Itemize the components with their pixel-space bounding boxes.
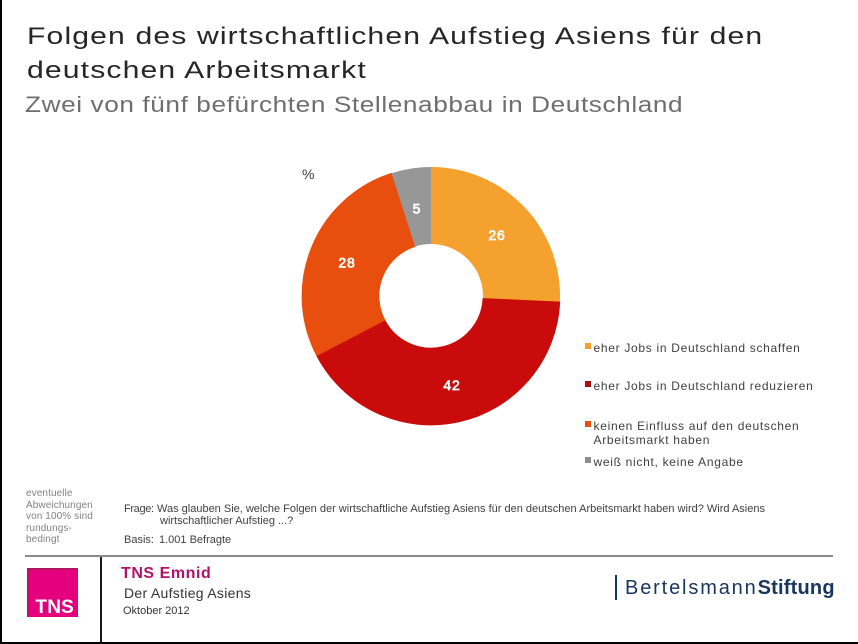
svg-text:26: 26 (488, 227, 505, 243)
svg-text:42: 42 (443, 377, 460, 393)
svg-text:28: 28 (338, 255, 355, 271)
svg-text:5: 5 (413, 201, 421, 217)
